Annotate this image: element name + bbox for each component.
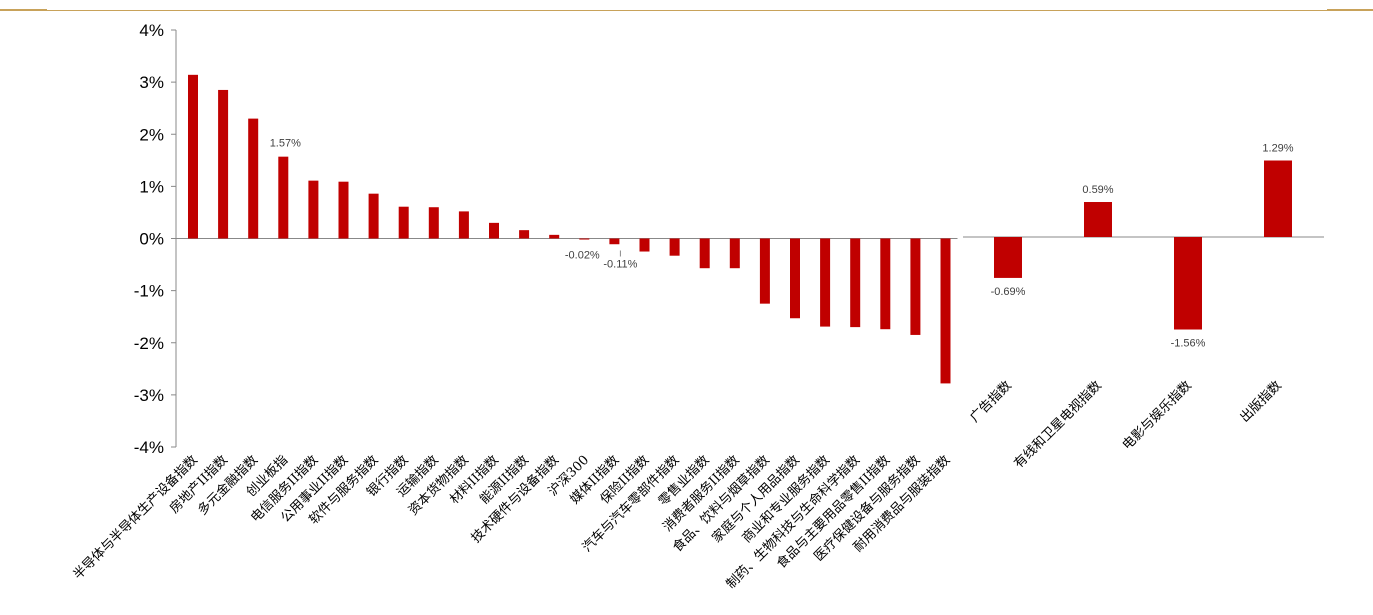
bar [790,238,800,319]
bar [549,234,560,239]
right-bar-chart: -0.69% 广告指数 0.59% 有线和卫星电视指数 -1.56% 电影与娱乐指数 1.2… [963,143,1324,472]
data-label: 1.57% [270,138,301,150]
bar [820,238,831,327]
bar [188,74,198,239]
bar [248,118,259,239]
bar [398,206,409,239]
data-label: -0.02% [565,250,600,262]
data-label: -0.69% [991,286,1026,298]
y-tick-label: 1% [139,177,164,196]
category-label: 半导体与半导体生产设备指数 [70,452,201,583]
bar [1264,160,1292,237]
header-rule-right [1327,9,1373,11]
data-label: 1.29% [1262,143,1293,155]
bar [994,237,1022,278]
bar [368,193,379,239]
bar [1174,237,1202,330]
category-label: 有线和卫星电视指数 [1011,378,1104,471]
y-tick-label: 2% [139,125,164,144]
bar [609,238,620,245]
y-tick-label: -1% [134,282,164,301]
bar [338,181,349,239]
bar [729,238,740,269]
left-bar-chart: 4%3%2%1%0%-1%-2%-3%-4%半导体与半导体生产设备指数房地产II… [70,21,958,592]
bar [669,238,680,256]
y-tick-label: -3% [134,386,164,405]
y-tick-label: 3% [139,73,164,92]
header-rule [47,10,1327,11]
bar [759,238,770,304]
data-label: -0.11% [603,259,637,271]
y-tick-label: 4% [139,21,164,40]
data-label: 0.59% [1082,184,1113,196]
bar [880,238,891,330]
bar [308,180,319,239]
bar [639,238,650,252]
bar [458,211,469,239]
y-tick-label: -4% [134,438,164,457]
y-tick-label: 0% [139,230,164,249]
bar [428,207,439,239]
bar [489,222,499,239]
bar [940,238,951,384]
category-label: 出版指数 [1237,378,1284,425]
bar [1084,202,1112,237]
header-rule-left [0,9,47,11]
category-label: 电影与娱乐指数 [1120,378,1195,453]
data-label: -1.56% [1171,338,1206,350]
bar [850,238,861,328]
bar [278,156,289,239]
bar [579,238,590,240]
y-tick-label: -2% [134,334,164,353]
category-label: 广告指数 [967,378,1014,425]
bar [910,238,921,335]
bar [699,238,710,269]
bar [519,230,530,239]
bar [218,89,229,239]
